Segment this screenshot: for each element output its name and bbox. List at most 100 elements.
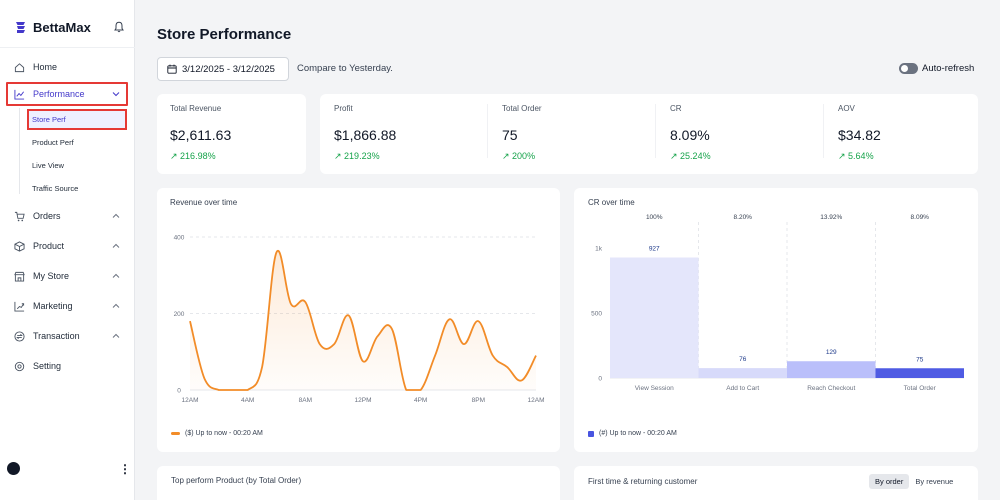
kpi-divider: [823, 104, 824, 158]
y-tick-label: 200: [174, 311, 185, 318]
compare-text: Compare to Yesterday.: [297, 63, 393, 74]
y-tick-label: 400: [174, 235, 185, 242]
subitem-live-view[interactable]: Live View: [32, 161, 64, 170]
sidebar-item-label: Home: [33, 62, 58, 72]
y-tick-label: 500: [591, 311, 602, 318]
kpi-value: $34.82: [838, 127, 881, 143]
x-tick-label: 12AM: [182, 397, 199, 404]
x-category-label: Add to Cart: [726, 385, 759, 392]
x-tick-label: 4AM: [241, 397, 254, 404]
chart-legend: (#) Up to now - 00:20 AM: [588, 430, 677, 437]
brand-name: BettaMax: [33, 20, 91, 35]
chart-icon: [14, 89, 25, 100]
marketing-icon: [14, 301, 25, 312]
sidebar-item-label: Setting: [33, 361, 62, 371]
more-menu-icon[interactable]: ⋮: [119, 462, 131, 476]
rate-label: 13.92%: [820, 214, 842, 221]
sidebar-item-label: My Store: [33, 271, 70, 281]
kpi-value: $1,866.88: [334, 127, 397, 143]
kpi-divider: [655, 104, 656, 158]
bell-icon[interactable]: [113, 21, 125, 33]
revenue-area: [190, 250, 536, 390]
submenu-line: [19, 108, 20, 194]
brand[interactable]: BettaMax: [14, 20, 91, 35]
chart-legend: ($) Up to now - 00:20 AM: [171, 430, 263, 437]
transaction-icon: [14, 330, 25, 342]
x-tick-label: 4PM: [414, 397, 427, 404]
kpi-value: 75: [502, 127, 518, 143]
calendar-icon: [167, 64, 177, 74]
user-avatar[interactable]: [7, 462, 20, 475]
x-category-label: Reach Checkout: [807, 385, 855, 392]
x-tick-label: 8AM: [299, 397, 312, 404]
auto-refresh-label: Auto-refresh: [922, 63, 975, 74]
kpi-value: 8.09%: [670, 127, 710, 143]
home-icon: [14, 62, 25, 72]
kpi-label: Total Order: [502, 104, 542, 113]
order-revenue-toggle: By order By revenue: [869, 474, 959, 489]
chevron-up-icon: [112, 273, 120, 278]
bar: [787, 361, 876, 378]
revenue-line-chart: 0 200 400 12AM 4AM 8AM 12PM 4PM 8PM 12AM: [174, 235, 545, 405]
date-range-text: 3/12/2025 - 3/12/2025: [182, 63, 275, 75]
kpi-change: ↗ 25.24%: [670, 151, 711, 161]
y-tick-label: 1k: [595, 246, 603, 253]
y-tick-label: 0: [177, 388, 181, 395]
kpi-card-revenue: Total Revenue $2,611.63 ↗ 216.98%: [157, 94, 306, 174]
cr-funnel-chart: 0 500 1k 927 100% View Session 76 8.20% Add to C…: [591, 214, 964, 392]
x-tick-label: 12AM: [528, 397, 545, 404]
kpi-change: ↗ 216.98%: [170, 151, 216, 161]
y-tick-label: 0: [598, 376, 602, 383]
sidebar-item-marketing[interactable]: Marketing: [6, 294, 128, 318]
sidebar-item-transaction[interactable]: Transaction: [6, 324, 128, 348]
subitem-store-perf[interactable]: Store Perf: [27, 109, 127, 130]
subitem-traffic-source[interactable]: Traffic Source: [32, 184, 79, 193]
chevron-up-icon: [112, 303, 120, 308]
rate-label: 8.20%: [734, 214, 753, 221]
kpi-change: ↗ 200%: [502, 151, 536, 161]
sidebar-item-home[interactable]: Home: [6, 55, 128, 79]
kpi-divider: [487, 104, 488, 158]
by-revenue-button[interactable]: By revenue: [915, 477, 954, 486]
sidebar-item-orders[interactable]: Orders: [6, 204, 128, 228]
brand-logo-icon: [16, 21, 25, 33]
sidebar-item-label: Marketing: [33, 301, 73, 311]
x-tick-label: 12PM: [355, 397, 372, 404]
cr-chart-card: CR over time 0 500 1k 927 100% View Session 76…: [574, 188, 978, 452]
sidebar-divider: [0, 47, 135, 48]
kpi-change-value: 216.98%: [180, 151, 216, 161]
bar: [610, 257, 699, 378]
chevron-up-icon: [112, 243, 120, 248]
card-title: CR over time: [588, 198, 635, 207]
auto-refresh-toggle[interactable]: [899, 63, 918, 74]
kpi-change: ↗ 219.23%: [334, 151, 380, 161]
kpi-card-group: Profit $1,866.88 ↗ 219.23% Total Order 7…: [320, 94, 978, 174]
legend-label: ($) Up to now - 00:20 AM: [185, 430, 263, 437]
sidebar-item-label: Transaction: [33, 331, 80, 341]
kpi-change-value: 5.64%: [848, 151, 874, 161]
gear-icon: [14, 361, 25, 371]
cart-icon: [14, 211, 25, 221]
top-product-card: Top perform Product (by Total Order): [157, 466, 560, 500]
bar: [698, 368, 787, 378]
kpi-label: AOV: [838, 104, 855, 113]
kpi-change-value: 25.24%: [680, 151, 711, 161]
kpi-label: Profit: [334, 104, 353, 113]
sidebar-item-performance[interactable]: Performance: [6, 82, 128, 106]
bar-value-label: 76: [739, 356, 747, 363]
chevron-up-icon: [112, 213, 120, 218]
bar-value-label: 129: [826, 349, 837, 356]
sidebar-item-my-store[interactable]: My Store: [6, 264, 128, 288]
date-range-picker[interactable]: 3/12/2025 - 3/12/2025: [157, 57, 289, 81]
subitem-product-perf[interactable]: Product Perf: [32, 138, 74, 147]
bar: [875, 368, 964, 378]
sidebar-item-product[interactable]: Product: [6, 234, 128, 258]
by-order-button[interactable]: By order: [869, 474, 910, 489]
x-category-label: Total Order: [904, 385, 937, 392]
revenue-chart-card: Revenue over time 0 200 400 12AM 4AM 8AM 12PM 4…: [157, 188, 560, 452]
page-title: Store Performance: [157, 26, 292, 43]
kpi-label: Total Revenue: [170, 104, 222, 113]
legend-swatch: [171, 432, 180, 435]
chevron-down-icon: [112, 92, 120, 97]
sidebar-item-setting[interactable]: Setting: [6, 354, 128, 378]
